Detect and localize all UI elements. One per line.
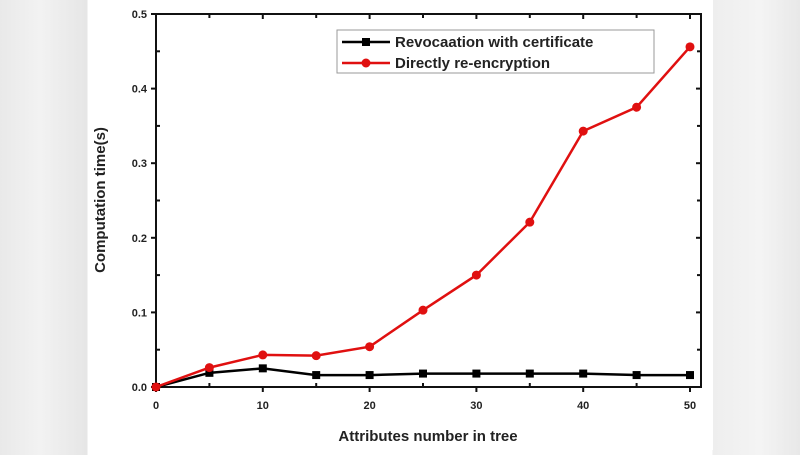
square-marker xyxy=(365,371,374,380)
square-marker xyxy=(258,364,267,373)
y-tick-label: 0.5 xyxy=(132,9,147,21)
square-marker xyxy=(312,371,321,380)
legend-square-marker xyxy=(362,38,370,46)
square-marker xyxy=(686,371,694,380)
square-marker xyxy=(205,368,214,377)
square-marker xyxy=(525,369,534,378)
x-tick-label: 30 xyxy=(470,400,482,412)
circle-marker xyxy=(204,363,214,373)
y-tick-label: 0.1 xyxy=(132,307,147,319)
circle-marker xyxy=(365,342,375,352)
circle-marker xyxy=(418,305,428,315)
y-axis-label: Computation time(s) xyxy=(92,127,109,273)
x-tick-label: 50 xyxy=(684,400,696,412)
x-tick-label: 40 xyxy=(577,400,589,412)
circle-marker xyxy=(471,270,481,280)
circle-marker xyxy=(258,350,268,360)
x-tick-label: 10 xyxy=(257,400,269,412)
y-tick-label: 0.2 xyxy=(132,233,147,245)
x-tick-label: 20 xyxy=(363,400,375,412)
x-axis-label: Attributes number in tree xyxy=(338,428,517,445)
legend-box xyxy=(336,29,655,74)
legend-circle-marker xyxy=(361,58,371,68)
series-group xyxy=(151,42,695,392)
x-tick-label: 0 xyxy=(153,400,159,412)
square-marker xyxy=(419,369,427,378)
circle-marker xyxy=(151,382,161,392)
circle-marker xyxy=(632,102,642,112)
y-tick-label: 0.4 xyxy=(132,84,148,96)
legend: Revocaation with certificate Directly re-… xyxy=(336,29,655,74)
square-marker xyxy=(632,371,641,380)
circle-marker xyxy=(685,42,695,52)
series-line xyxy=(155,45,691,389)
axes: 0.0 0.1 0.2 0.3 0.4 0.5 0 10 20 30 40 50 xyxy=(132,9,702,412)
circle-marker xyxy=(578,126,588,136)
circle-marker xyxy=(525,217,535,227)
legend-label: Directly re-encryption xyxy=(395,55,550,72)
square-marker xyxy=(472,369,481,378)
square-marker xyxy=(579,369,588,378)
figure: 0.0 0.1 0.2 0.3 0.4 0.5 0 10 20 30 40 50 Revocaatio… xyxy=(88,0,713,450)
line-chart: 0.0 0.1 0.2 0.3 0.4 0.5 0 10 20 30 40 50 Revocaatio… xyxy=(92,9,702,445)
y-tick-label: 0.0 xyxy=(132,382,147,394)
y-tick-label: 0.3 xyxy=(132,158,147,170)
circle-marker xyxy=(311,351,321,361)
legend-label: Revocaation with certificate xyxy=(395,34,593,51)
